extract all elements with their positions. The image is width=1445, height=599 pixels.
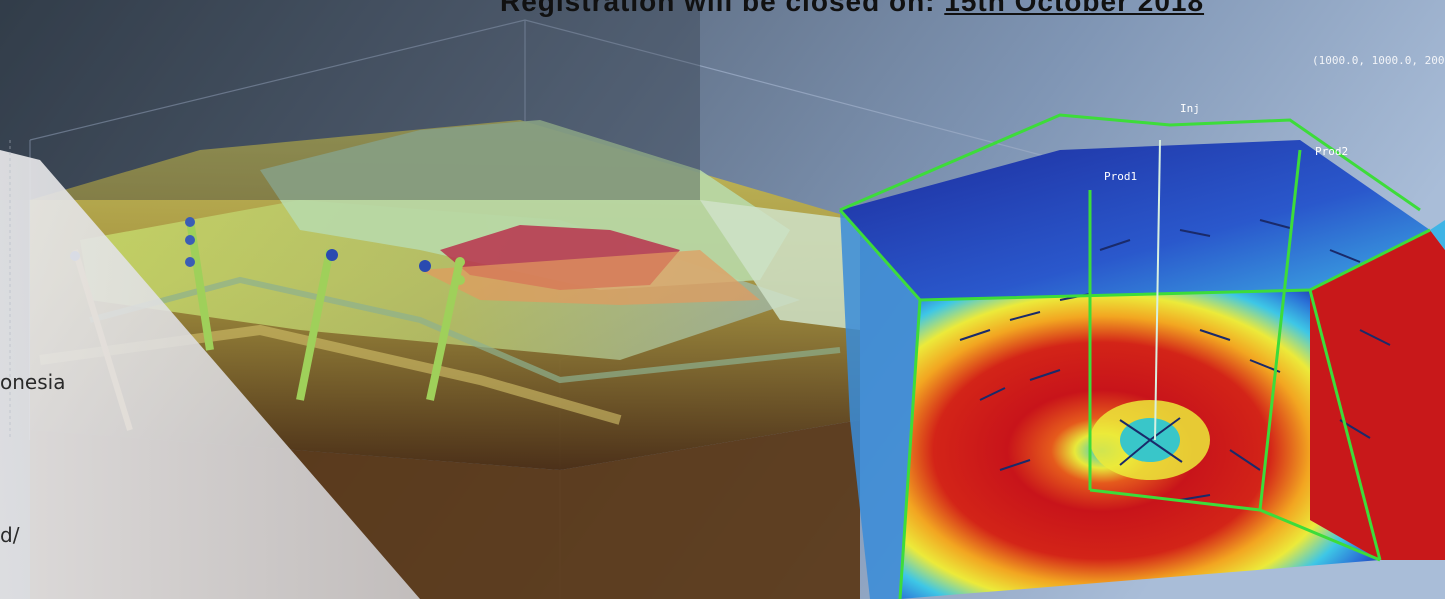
banner-prefix: Registration will be closed on: [500, 0, 945, 17]
side-panel-text-1: onesia [0, 370, 66, 394]
well-label-producer2: Prod2 [1315, 145, 1349, 158]
banner-date: 15th October 2018 [944, 0, 1205, 17]
scene-shading [0, 0, 700, 200]
well-label-producer1: Prod1 [1104, 170, 1138, 183]
reservoir-thermal-cube [840, 140, 1445, 599]
side-panel-overlay [0, 150, 420, 599]
axis-corner-label: (1000.0, 1000.0, 200 [1312, 54, 1445, 67]
side-panel-text-2: d/ [0, 523, 20, 547]
registration-banner: Registration will be closed on: 15th Oct… [500, 0, 1300, 26]
well-label-injector: Inj [1180, 102, 1200, 115]
reservoir-grid-outline [838, 113, 1431, 599]
